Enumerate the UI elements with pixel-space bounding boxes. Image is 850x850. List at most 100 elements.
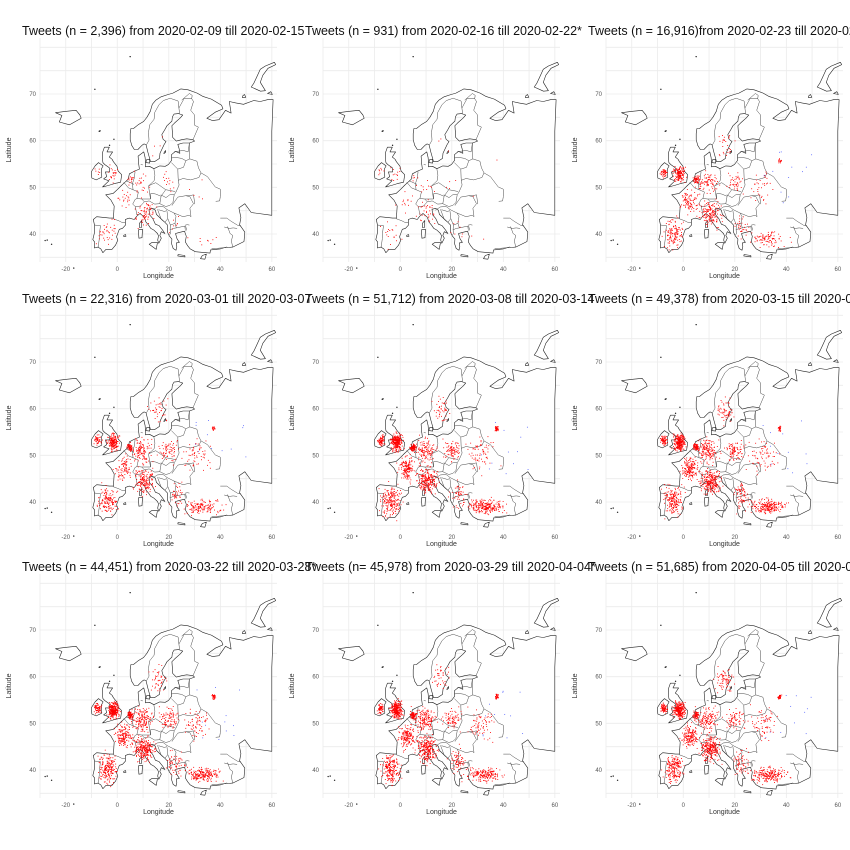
tweet-point	[137, 442, 139, 444]
tweet-point	[421, 456, 422, 457]
tweet-point	[452, 447, 454, 449]
tweet-point	[422, 484, 424, 486]
tweet-point	[427, 472, 429, 474]
tweet-point	[447, 453, 449, 455]
tweet-point	[127, 444, 129, 445]
tweet-point	[393, 448, 395, 450]
tweet-point	[98, 500, 99, 502]
tweet-point	[706, 211, 708, 212]
tweet-point	[383, 499, 384, 500]
tweet-point	[475, 512, 477, 514]
tweet-point	[111, 450, 113, 452]
tweet-point	[418, 482, 419, 484]
tweet-point	[680, 181, 681, 183]
tweet-point	[141, 219, 143, 221]
tweet-point	[402, 462, 404, 464]
country-border	[160, 457, 166, 465]
tweet-point	[423, 441, 425, 443]
tweet-point	[388, 492, 389, 494]
tweet-point	[485, 505, 487, 507]
x-tick-label: 20	[165, 267, 172, 273]
tweet-point	[387, 507, 388, 509]
tweet-point	[426, 477, 428, 479]
tweet-point	[141, 482, 143, 484]
tweet-point	[165, 448, 167, 450]
tweet-point	[451, 446, 453, 448]
tweet-point	[399, 507, 400, 509]
tweet-point	[689, 206, 691, 207]
tweet-point	[699, 178, 701, 180]
y-tick-label: 40	[312, 500, 319, 506]
tweet-point	[672, 242, 674, 243]
y-tick-label: 60	[595, 139, 602, 145]
tweet-point	[486, 446, 488, 448]
tweet-point	[137, 457, 139, 458]
tweet-point	[192, 453, 194, 455]
tweet-point	[696, 178, 698, 180]
tweet-point	[719, 140, 721, 142]
tweet-point	[425, 487, 427, 488]
tweet-point	[393, 438, 394, 440]
tweet-point	[426, 451, 428, 453]
tweet-point	[428, 215, 430, 217]
tweet-point	[389, 514, 391, 516]
tweet-point	[223, 509, 225, 511]
tweet-point	[153, 400, 155, 402]
tweet-point	[420, 450, 422, 452]
tweet-point	[149, 476, 151, 478]
tweet-point	[406, 474, 408, 475]
tweet-point	[144, 207, 146, 208]
tweet-point	[694, 444, 696, 446]
country-border	[185, 462, 196, 473]
tweet-point	[398, 495, 400, 497]
tweet-point	[213, 426, 214, 428]
tweet-point	[111, 229, 113, 231]
country-border	[751, 225, 753, 232]
tweet-point	[736, 455, 738, 456]
country-border	[112, 486, 126, 492]
country-border	[211, 515, 227, 517]
tweet-point	[143, 476, 144, 477]
tweet-point	[408, 466, 410, 468]
tweet-point	[709, 209, 711, 211]
tweet-point	[106, 493, 108, 495]
country-border	[440, 209, 452, 223]
tweet-point	[445, 408, 447, 410]
tweet-point	[394, 450, 396, 452]
tweet-point	[712, 220, 713, 222]
tweet-point	[741, 218, 743, 220]
tweet-point	[396, 520, 398, 522]
tweet-point	[393, 513, 394, 514]
tweet-point	[416, 443, 417, 445]
tweet-point	[673, 241, 675, 243]
tweet-point	[712, 210, 714, 212]
tweet-point	[395, 437, 397, 439]
tweet-point	[677, 173, 679, 175]
tweet-point	[139, 213, 141, 215]
tweet-point	[723, 136, 725, 138]
tweet-point	[192, 509, 194, 511]
country-border	[157, 477, 169, 491]
tweet-point	[773, 235, 775, 237]
tweet-point	[424, 456, 426, 458]
tweet-point	[435, 486, 437, 487]
tweet-point	[401, 440, 403, 442]
tweet-point	[709, 214, 711, 215]
tweet-point	[678, 494, 679, 495]
tweet-point	[494, 506, 496, 507]
tweet-point	[694, 177, 696, 179]
tweet-point	[689, 202, 691, 204]
tweet-point	[414, 446, 416, 447]
tweet-point	[732, 453, 734, 455]
tweet-point	[678, 172, 680, 174]
tweet-point	[780, 160, 781, 162]
tweet-point	[140, 482, 142, 484]
tweet-point	[419, 473, 421, 475]
tweet-point	[426, 481, 428, 483]
tweet-point	[389, 515, 391, 517]
country-border	[744, 361, 759, 377]
tweet-point	[378, 442, 380, 443]
tweet-point	[106, 230, 108, 232]
tweet-point	[192, 507, 194, 509]
tweet-point	[400, 449, 401, 451]
